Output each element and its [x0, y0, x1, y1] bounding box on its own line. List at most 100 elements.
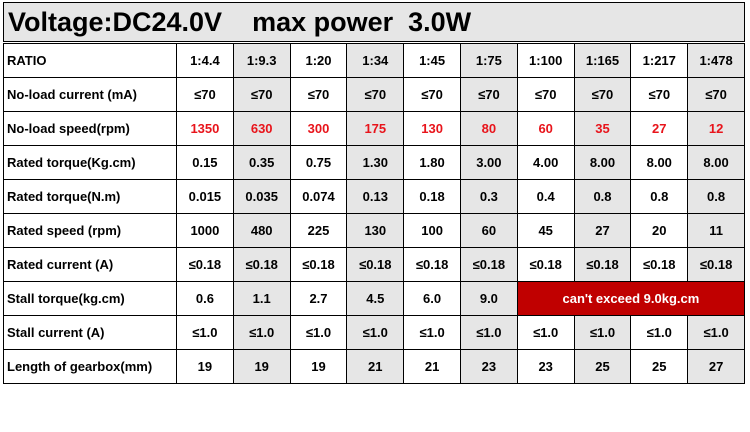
cell: 1:20	[289, 43, 348, 78]
cell: 60	[459, 213, 518, 248]
table-row: Stall torque(kg.cm) 0.6 1.1 2.7 4.5 6.0 9.0 can…	[3, 281, 746, 316]
row-label: Rated torque(Kg.cm)	[3, 145, 177, 180]
cell: 19	[232, 349, 291, 384]
cell: 25	[573, 349, 632, 384]
cell: ≤1.0	[459, 315, 518, 350]
cell: ≤70	[403, 77, 461, 112]
cell: 1:75	[459, 43, 518, 78]
cell: 0.3	[459, 179, 518, 214]
cell: ≤1.0	[573, 315, 632, 350]
cell: 0.8	[630, 179, 689, 214]
cell: 0.18	[403, 179, 461, 214]
cell: ≤0.18	[573, 247, 632, 282]
cell: 225	[289, 213, 348, 248]
cell: ≤0.18	[176, 247, 234, 282]
cell: 0.15	[176, 145, 234, 180]
cell: 12	[687, 111, 745, 146]
row-label: Stall current (A)	[3, 315, 177, 350]
cell: ≤0.18	[630, 247, 689, 282]
cell: 4.00	[516, 145, 575, 180]
cell: 35	[573, 111, 632, 146]
cell: ≤0.18	[403, 247, 461, 282]
cell: ≤70	[289, 77, 348, 112]
cell: 23	[459, 349, 518, 384]
cell: 11	[687, 213, 745, 248]
cell: ≤1.0	[289, 315, 348, 350]
cell: 23	[516, 349, 575, 384]
row-label: Rated torque(N.m)	[3, 179, 177, 214]
cell: 0.13	[346, 179, 405, 214]
cell: ≤70	[176, 77, 234, 112]
cell: 1:34	[346, 43, 405, 78]
cell: ≤70	[630, 77, 689, 112]
cell: 21	[346, 349, 405, 384]
cell: 19	[289, 349, 348, 384]
row-label: RATIO	[3, 43, 177, 78]
cell: 8.00	[687, 145, 745, 180]
cell: 3.00	[459, 145, 518, 180]
cell: 2.7	[289, 281, 348, 316]
table-row: Rated torque(Kg.cm) 0.15 0.35 0.75 1.30 1.80 3…	[3, 145, 745, 180]
cell: 0.015	[176, 179, 234, 214]
cell: 80	[459, 111, 518, 146]
cell: ≤70	[687, 77, 745, 112]
cell: 1:478	[687, 43, 745, 78]
cell: 1:4.4	[176, 43, 234, 78]
row-label: No-load current (mA)	[3, 77, 177, 112]
cell: 1:165	[573, 43, 632, 78]
cell: 8.00	[573, 145, 632, 180]
table-row: Rated speed (rpm) 1000 480 225 130 100 60 45 27 2…	[3, 213, 745, 248]
cell: 0.4	[516, 179, 575, 214]
table-row: RATIO 1:4.4 1:9.3 1:20 1:34 1:45 1:75 1:100 1:16…	[3, 43, 745, 78]
cell: 1:100	[516, 43, 575, 78]
cell: 60	[516, 111, 575, 146]
cell: 0.8	[687, 179, 745, 214]
cell: 100	[403, 213, 461, 248]
cell: 0.074	[289, 179, 348, 214]
cell: 0.6	[176, 281, 234, 316]
row-label: Rated current (A)	[3, 247, 177, 282]
spec-table: RATIO 1:4.4 1:9.3 1:20 1:34 1:45 1:75 1:100 1:16…	[3, 43, 746, 384]
cell: ≤70	[232, 77, 291, 112]
cell: 27	[687, 349, 745, 384]
cell: ≤70	[346, 77, 405, 112]
cell: 1.80	[403, 145, 461, 180]
row-label: No-load speed(rpm)	[3, 111, 177, 146]
cell: 20	[630, 213, 689, 248]
cell: 1000	[176, 213, 234, 248]
row-label: Length of gearbox(mm)	[3, 349, 177, 384]
cell: 1:217	[630, 43, 689, 78]
cell: 130	[346, 213, 405, 248]
cell: ≤70	[459, 77, 518, 112]
cell: ≤0.18	[232, 247, 291, 282]
cell: 27	[573, 213, 632, 248]
cell: ≤1.0	[687, 315, 745, 350]
cell: ≤0.18	[346, 247, 405, 282]
cell: 1:9.3	[232, 43, 291, 78]
cell: 25	[630, 349, 689, 384]
cell: ≤0.18	[516, 247, 575, 282]
cell: 45	[516, 213, 575, 248]
cell: ≤70	[516, 77, 575, 112]
cell: 630	[232, 111, 291, 146]
cell: 0.035	[232, 179, 291, 214]
table-row: Stall current (A) ≤1.0 ≤1.0 ≤1.0 ≤1.0 ≤1.0 ≤1.…	[3, 315, 745, 350]
cell: 19	[176, 349, 234, 384]
cell: 0.75	[289, 145, 348, 180]
cell: ≤1.0	[176, 315, 234, 350]
cell: ≤1.0	[403, 315, 461, 350]
table-row: No-load speed(rpm) 1350 630 300 175 130 80 60 35…	[3, 111, 745, 146]
cell: 1350	[176, 111, 234, 146]
cell: ≤1.0	[346, 315, 405, 350]
cell: ≤1.0	[232, 315, 291, 350]
cell: 1:45	[403, 43, 461, 78]
cell: 130	[403, 111, 461, 146]
cell: ≤70	[573, 77, 632, 112]
table-row: No-load current (mA) ≤70 ≤70 ≤70 ≤70 ≤70 ≤70 ≤7…	[3, 77, 745, 112]
cell: ≤0.18	[289, 247, 348, 282]
cell: 0.35	[232, 145, 291, 180]
note-cell: can't exceed 9.0kg.cm	[516, 281, 746, 316]
cell: 4.5	[346, 281, 405, 316]
table-row: Rated current (A) ≤0.18 ≤0.18 ≤0.18 ≤0.18 ≤0.…	[3, 247, 745, 282]
